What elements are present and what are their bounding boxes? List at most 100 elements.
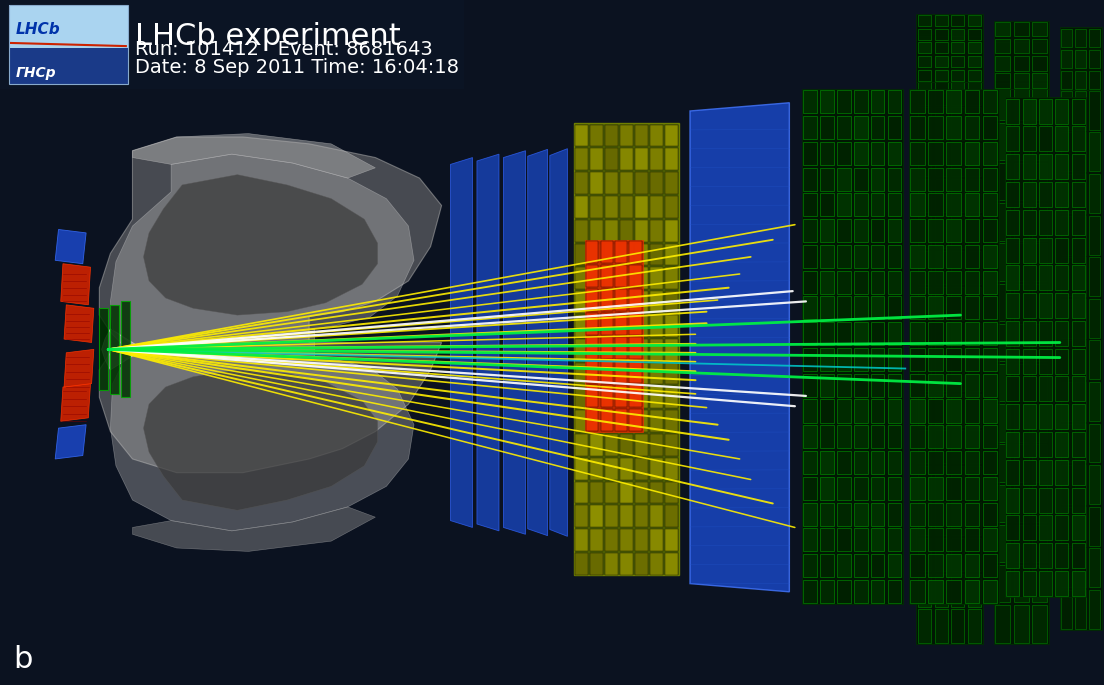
Bar xyxy=(1061,29,1072,47)
Bar xyxy=(620,244,633,265)
Bar xyxy=(910,116,925,139)
Polygon shape xyxy=(132,134,375,178)
Bar xyxy=(888,451,901,474)
Bar xyxy=(934,251,947,284)
Bar xyxy=(1013,445,1029,482)
Polygon shape xyxy=(61,384,91,421)
Bar xyxy=(605,530,618,551)
Bar xyxy=(1055,210,1069,235)
Bar xyxy=(837,580,850,603)
Bar xyxy=(575,458,588,480)
Bar xyxy=(934,358,947,392)
Bar xyxy=(635,506,648,527)
Bar xyxy=(665,315,678,337)
Bar xyxy=(871,271,884,294)
Bar xyxy=(575,244,588,265)
Bar xyxy=(917,143,931,176)
Bar xyxy=(1013,39,1029,53)
Bar xyxy=(951,179,965,212)
Bar xyxy=(965,245,979,268)
Bar xyxy=(620,315,633,337)
Bar xyxy=(996,324,1010,361)
Bar xyxy=(635,267,648,289)
Bar xyxy=(946,374,962,397)
Bar xyxy=(965,528,979,551)
Bar xyxy=(967,358,980,392)
Bar xyxy=(9,5,128,49)
Bar xyxy=(1090,132,1100,171)
Bar xyxy=(854,322,868,345)
Bar xyxy=(1075,590,1086,629)
Bar xyxy=(1013,364,1029,401)
Bar xyxy=(629,385,641,407)
Bar xyxy=(934,29,947,40)
Bar xyxy=(928,245,943,268)
Bar xyxy=(650,458,662,480)
Bar xyxy=(615,289,627,311)
Bar xyxy=(820,374,834,397)
Bar xyxy=(951,502,965,535)
Bar xyxy=(946,348,962,371)
Bar xyxy=(994,41,1049,644)
Bar xyxy=(910,374,925,397)
Bar xyxy=(967,251,980,284)
Bar xyxy=(635,386,648,408)
Bar xyxy=(620,530,633,551)
Bar xyxy=(951,538,965,571)
Bar xyxy=(996,42,1010,80)
Bar xyxy=(1022,349,1036,374)
Bar xyxy=(951,573,965,607)
Bar xyxy=(1075,49,1086,88)
Bar xyxy=(1072,182,1084,207)
Bar xyxy=(803,425,817,448)
Text: LHCb experiment: LHCb experiment xyxy=(135,22,401,51)
Bar xyxy=(965,168,979,190)
Bar xyxy=(1055,154,1069,179)
Bar xyxy=(635,410,648,432)
Bar xyxy=(803,193,817,216)
Bar xyxy=(917,430,931,463)
Bar xyxy=(650,482,662,503)
Bar xyxy=(635,482,648,503)
Bar xyxy=(910,477,925,500)
Bar xyxy=(591,196,603,218)
Bar xyxy=(1007,460,1019,485)
Bar xyxy=(1032,284,1047,321)
Bar xyxy=(996,284,1010,321)
Bar xyxy=(983,477,997,500)
Bar xyxy=(575,196,588,218)
Bar xyxy=(934,179,947,212)
Bar xyxy=(591,530,603,551)
Bar xyxy=(802,89,903,604)
Bar xyxy=(605,553,618,575)
Bar xyxy=(575,291,588,313)
Bar xyxy=(965,554,979,577)
Bar xyxy=(1022,210,1036,235)
Bar xyxy=(1039,182,1052,207)
Bar xyxy=(934,71,947,105)
Bar xyxy=(1072,488,1084,512)
Bar xyxy=(1072,543,1084,568)
Bar xyxy=(983,554,997,577)
Bar xyxy=(620,506,633,527)
Bar xyxy=(635,244,648,265)
Bar xyxy=(803,297,817,319)
Bar xyxy=(888,168,901,190)
Bar xyxy=(1055,377,1069,401)
Bar xyxy=(888,297,901,319)
Bar xyxy=(121,301,130,397)
Bar xyxy=(635,291,648,313)
Bar xyxy=(854,193,868,216)
Bar xyxy=(1090,174,1100,213)
Polygon shape xyxy=(550,149,567,536)
Bar xyxy=(615,241,627,263)
Bar xyxy=(910,528,925,551)
Bar xyxy=(888,90,901,114)
Bar xyxy=(983,322,997,345)
Bar xyxy=(854,245,868,268)
Bar xyxy=(803,90,817,114)
Bar xyxy=(575,362,588,384)
Bar xyxy=(650,553,662,575)
Bar xyxy=(650,315,662,337)
Bar xyxy=(1061,465,1072,504)
